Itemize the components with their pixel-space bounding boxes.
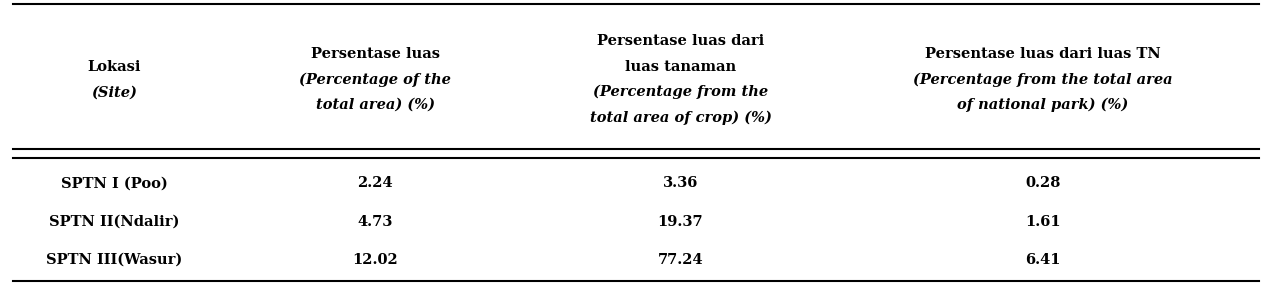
Text: SPTN I (Poo): SPTN I (Poo) <box>61 176 168 190</box>
Text: Persentase luas dari: Persentase luas dari <box>597 34 764 48</box>
Text: (Percentage from the: (Percentage from the <box>593 85 768 99</box>
Text: of national park) (%): of national park) (%) <box>958 98 1128 112</box>
Text: total area of crop) (%): total area of crop) (%) <box>590 111 771 125</box>
Text: 1.61: 1.61 <box>1025 214 1061 229</box>
Text: 2.24: 2.24 <box>357 176 393 190</box>
Text: SPTN II(Ndalir): SPTN II(Ndalir) <box>50 214 179 229</box>
Text: 4.73: 4.73 <box>357 214 393 229</box>
Text: Lokasi: Lokasi <box>88 60 141 74</box>
Text: (Site): (Site) <box>92 85 137 99</box>
Text: SPTN III(Wasur): SPTN III(Wasur) <box>46 253 183 267</box>
Text: 3.36: 3.36 <box>663 176 698 190</box>
Text: 77.24: 77.24 <box>658 253 703 267</box>
Text: (Percentage of the: (Percentage of the <box>299 72 452 87</box>
Text: luas tanaman: luas tanaman <box>625 60 736 74</box>
Text: 6.41: 6.41 <box>1025 253 1061 267</box>
Text: 12.02: 12.02 <box>352 253 398 267</box>
Text: 0.28: 0.28 <box>1025 176 1061 190</box>
Text: 19.37: 19.37 <box>658 214 703 229</box>
Text: Persentase luas: Persentase luas <box>310 47 440 61</box>
Text: total area) (%): total area) (%) <box>315 98 435 112</box>
Text: Persentase luas dari luas TN: Persentase luas dari luas TN <box>925 47 1161 61</box>
Text: (Percentage from the total area: (Percentage from the total area <box>913 72 1173 87</box>
